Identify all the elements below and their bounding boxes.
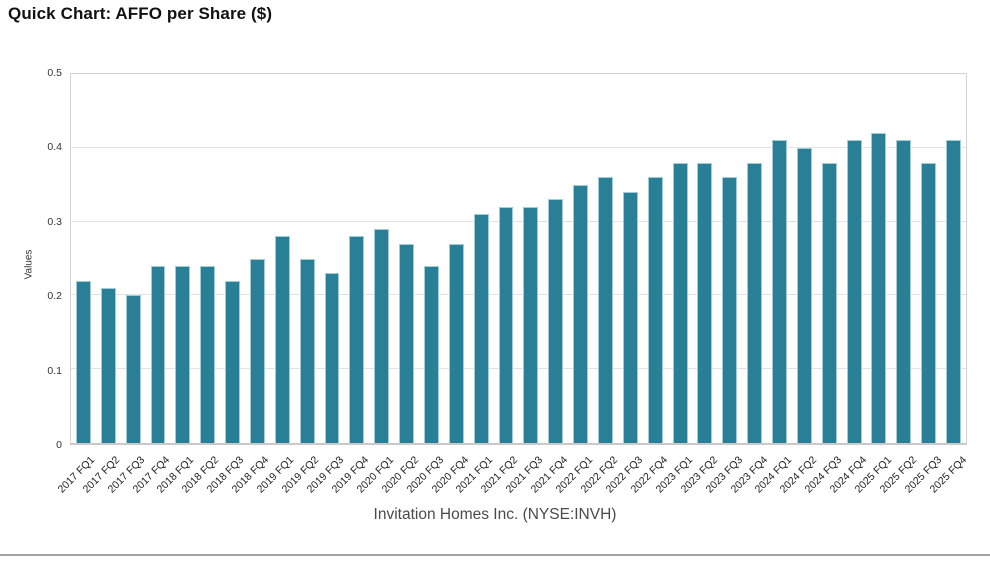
bar-column (717, 74, 742, 443)
bar (796, 147, 812, 443)
bar (200, 265, 216, 443)
bar-column (817, 74, 842, 443)
bar (647, 177, 663, 443)
bar (448, 243, 464, 443)
bar (871, 133, 887, 443)
bar (374, 228, 390, 443)
y-tick-label: 0.3 (47, 215, 62, 228)
bar (150, 265, 166, 443)
gridline (71, 294, 966, 296)
bar-column (270, 74, 295, 443)
bar-column (593, 74, 618, 443)
bar-column (146, 74, 171, 443)
y-axis: 0 0.1 0.2 0.3 0.4 0.5 (0, 67, 62, 451)
y-tick-label: 0 (56, 439, 62, 451)
bar (249, 258, 265, 443)
bar-column (916, 74, 941, 443)
bar-column (71, 74, 96, 443)
bar (225, 280, 241, 443)
bottom-divider (0, 554, 990, 556)
bar (747, 162, 763, 443)
bar-column (767, 74, 792, 443)
bar (175, 265, 191, 443)
gridline (71, 146, 966, 148)
bar (473, 214, 489, 443)
bar-column (842, 74, 867, 443)
bar (921, 162, 937, 443)
bar-column (543, 74, 568, 443)
bar-column (195, 74, 220, 443)
bar-column (419, 74, 444, 443)
bar-column (941, 74, 966, 443)
bar (548, 199, 564, 443)
bar (125, 295, 141, 443)
bar-column (568, 74, 593, 443)
bar-column (444, 74, 469, 443)
bar (722, 177, 738, 443)
bar-column (692, 74, 717, 443)
bar-column (792, 74, 817, 443)
bar-column (518, 74, 543, 443)
bar-column (344, 74, 369, 443)
gridline (71, 368, 966, 370)
bar-column (170, 74, 195, 443)
bar (299, 258, 315, 443)
bar-column (245, 74, 270, 443)
bar-column (220, 74, 245, 443)
bar (349, 236, 365, 443)
bar (672, 162, 688, 443)
bar (498, 206, 514, 443)
bar (424, 265, 439, 443)
bar-column (96, 74, 121, 443)
bar-column (668, 74, 693, 443)
bar (324, 273, 340, 443)
bar-column (618, 74, 643, 443)
y-tick-label: 0.2 (47, 290, 62, 303)
y-tick-label: 0.1 (47, 364, 62, 377)
bar (697, 162, 713, 443)
bar (946, 140, 961, 443)
bar-column (742, 74, 767, 443)
y-tick-label: 0.4 (47, 141, 62, 154)
bar (573, 184, 589, 443)
y-tick-label: 0.5 (47, 67, 62, 79)
bar (821, 162, 837, 443)
bar-column (369, 74, 394, 443)
bar-column (394, 74, 419, 443)
bar (75, 280, 91, 443)
bar-column (469, 74, 494, 443)
plot-area (70, 73, 967, 445)
bar (100, 288, 116, 443)
bar (846, 140, 862, 443)
gridline (71, 220, 966, 222)
x-axis: 2017 FQ1 2017 FQ2 2017 FQ3 2017 FQ4 2018 FQ1… (55, 454, 970, 496)
bar-column (867, 74, 892, 443)
bar-column (494, 74, 519, 443)
bar-column (320, 74, 345, 443)
bar-column (295, 74, 320, 443)
bar (772, 140, 787, 443)
bar (622, 192, 638, 443)
bar-column (891, 74, 916, 443)
bar-column (643, 74, 668, 443)
bar-column (121, 74, 146, 443)
chart-legend: Invitation Homes Inc. (NYSE:INVH) (373, 506, 617, 523)
page-title: Quick Chart: AFFO per Share ($) (8, 4, 273, 23)
bar (399, 243, 415, 443)
bar (274, 236, 290, 443)
bar (598, 177, 613, 443)
bar (523, 206, 539, 443)
bar (896, 140, 912, 443)
